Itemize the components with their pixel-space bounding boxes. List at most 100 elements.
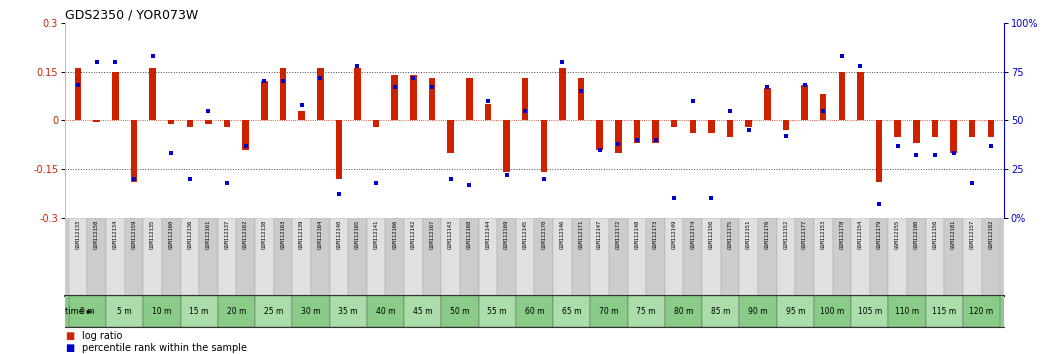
Text: GSM112153: GSM112153 xyxy=(820,220,826,249)
Text: GSM112137: GSM112137 xyxy=(224,220,230,249)
Text: GSM112141: GSM112141 xyxy=(373,220,379,249)
Point xyxy=(796,82,813,88)
Bar xyxy=(758,218,776,296)
Bar xyxy=(367,296,404,327)
Bar xyxy=(442,218,459,296)
Text: 90 m: 90 m xyxy=(748,307,768,316)
Text: log ratio: log ratio xyxy=(82,331,122,341)
Bar xyxy=(534,218,553,296)
Bar xyxy=(180,218,199,296)
Bar xyxy=(627,296,665,327)
Bar xyxy=(459,218,478,296)
Bar xyxy=(125,218,144,296)
Point xyxy=(647,137,664,143)
Text: GSM112142: GSM112142 xyxy=(411,220,415,249)
Text: GSM112165: GSM112165 xyxy=(355,220,360,249)
Bar xyxy=(665,218,684,296)
Text: 50 m: 50 m xyxy=(450,307,470,316)
Bar xyxy=(982,218,1000,296)
Point xyxy=(852,63,869,69)
Text: GSM112157: GSM112157 xyxy=(969,220,975,249)
Point xyxy=(741,127,757,133)
Bar xyxy=(298,110,305,120)
Bar xyxy=(963,218,982,296)
Bar xyxy=(553,218,572,296)
Text: GSM112134: GSM112134 xyxy=(113,220,117,249)
Text: GSM112145: GSM112145 xyxy=(522,220,528,249)
Bar xyxy=(131,120,137,182)
Bar xyxy=(740,218,758,296)
Bar xyxy=(391,75,398,120)
Bar xyxy=(367,218,385,296)
Text: GSM112175: GSM112175 xyxy=(728,220,732,249)
Text: 35 m: 35 m xyxy=(339,307,358,316)
Bar xyxy=(274,218,293,296)
Text: GDS2350 / YOR073W: GDS2350 / YOR073W xyxy=(65,8,198,21)
Point xyxy=(517,108,534,113)
Point xyxy=(908,153,925,158)
Bar xyxy=(572,218,591,296)
Text: GSM112136: GSM112136 xyxy=(188,220,192,249)
Bar xyxy=(87,218,106,296)
Bar xyxy=(255,218,274,296)
Point xyxy=(758,84,775,90)
Bar xyxy=(627,218,646,296)
Point xyxy=(386,84,403,90)
Bar xyxy=(665,296,702,327)
Bar xyxy=(162,218,180,296)
Bar xyxy=(112,72,119,120)
Bar xyxy=(106,296,144,327)
Bar xyxy=(702,296,740,327)
Bar xyxy=(851,218,870,296)
Text: GSM112170: GSM112170 xyxy=(541,220,547,249)
Bar xyxy=(206,120,212,124)
Bar xyxy=(944,218,963,296)
Bar xyxy=(93,120,100,122)
Point xyxy=(498,172,515,178)
Bar xyxy=(485,104,491,120)
Point xyxy=(163,151,179,156)
Bar xyxy=(410,75,416,120)
Point xyxy=(330,192,347,197)
Bar xyxy=(355,68,361,120)
Bar xyxy=(591,296,627,327)
Point xyxy=(834,53,851,59)
Text: GSM112138: GSM112138 xyxy=(262,220,266,249)
Bar xyxy=(516,218,534,296)
Text: GSM112158: GSM112158 xyxy=(94,220,100,249)
Bar xyxy=(236,218,255,296)
Text: GSM112146: GSM112146 xyxy=(560,220,565,249)
Text: GSM112176: GSM112176 xyxy=(765,220,770,249)
Point xyxy=(69,82,86,88)
Text: GSM112144: GSM112144 xyxy=(486,220,490,249)
Text: ■: ■ xyxy=(65,343,74,353)
Bar xyxy=(913,120,920,143)
Point xyxy=(871,201,887,207)
Bar xyxy=(907,218,925,296)
Bar xyxy=(578,78,584,120)
Bar xyxy=(727,120,733,137)
Point xyxy=(535,176,552,182)
Text: GSM112135: GSM112135 xyxy=(150,220,155,249)
Bar xyxy=(833,218,851,296)
Text: 85 m: 85 m xyxy=(711,307,730,316)
Bar xyxy=(218,218,236,296)
Text: 10 m: 10 m xyxy=(152,307,172,316)
Text: GSM112159: GSM112159 xyxy=(131,220,136,249)
Text: GSM112160: GSM112160 xyxy=(169,220,174,249)
Text: time ►: time ► xyxy=(65,307,93,316)
Text: 65 m: 65 m xyxy=(562,307,581,316)
Point xyxy=(815,108,832,113)
Text: GSM112172: GSM112172 xyxy=(616,220,621,249)
Bar xyxy=(932,120,938,137)
Bar xyxy=(168,120,174,124)
Bar xyxy=(223,120,231,127)
Bar xyxy=(702,218,721,296)
Point xyxy=(107,59,124,65)
Point xyxy=(592,147,608,152)
Point xyxy=(275,79,292,84)
Bar xyxy=(311,218,329,296)
Point xyxy=(964,180,981,185)
Bar xyxy=(689,120,697,133)
Text: 120 m: 120 m xyxy=(969,307,993,316)
